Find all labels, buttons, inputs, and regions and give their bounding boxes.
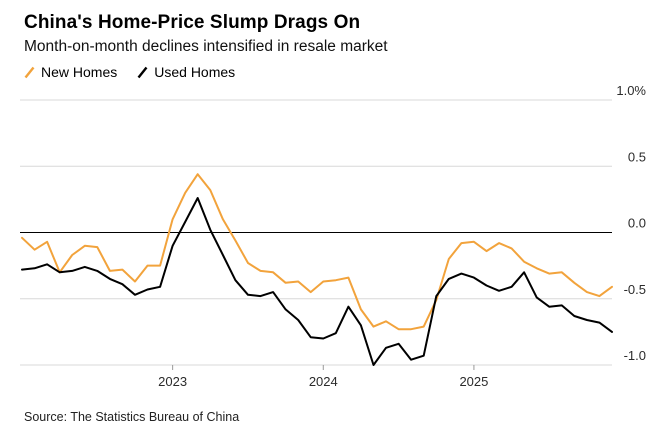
- y-axis-tick-label: 1.0%: [616, 83, 646, 98]
- used-homes-line-swatch-icon: [137, 66, 148, 78]
- source-note: Source: The Statistics Bureau of China: [24, 410, 240, 424]
- legend-label-new-homes: New Homes: [41, 64, 118, 80]
- new-homes-line-swatch-icon: [24, 66, 35, 78]
- y-axis-tick-label: 0.5: [628, 149, 646, 164]
- x-axis-tick-label: 2023: [158, 374, 187, 389]
- line-chart: 1.0% 0.5 0.0 -0.5 -1.0 2023 2024 2025: [20, 83, 646, 389]
- chart-legend: New Homes Used Homes: [24, 64, 235, 80]
- y-axis-tick-label: -0.5: [624, 282, 646, 297]
- x-axis-tick-label: 2024: [309, 374, 338, 389]
- x-axis-tick-label: 2025: [459, 374, 488, 389]
- legend-item-used-homes: Used Homes: [137, 64, 235, 80]
- page-subtitle: Month-on-month declines intensified in r…: [24, 38, 388, 55]
- legend-item-new-homes: New Homes: [24, 64, 117, 80]
- series-line-used-homes: [21, 197, 613, 366]
- y-axis-tick-label: 0.0: [628, 216, 646, 231]
- y-axis-tick-label: -1.0: [624, 348, 646, 363]
- page-title: China's Home-Price Slump Drags On: [24, 12, 361, 33]
- series-line-new-homes: [21, 173, 613, 331]
- legend-label-used-homes: Used Homes: [154, 64, 236, 80]
